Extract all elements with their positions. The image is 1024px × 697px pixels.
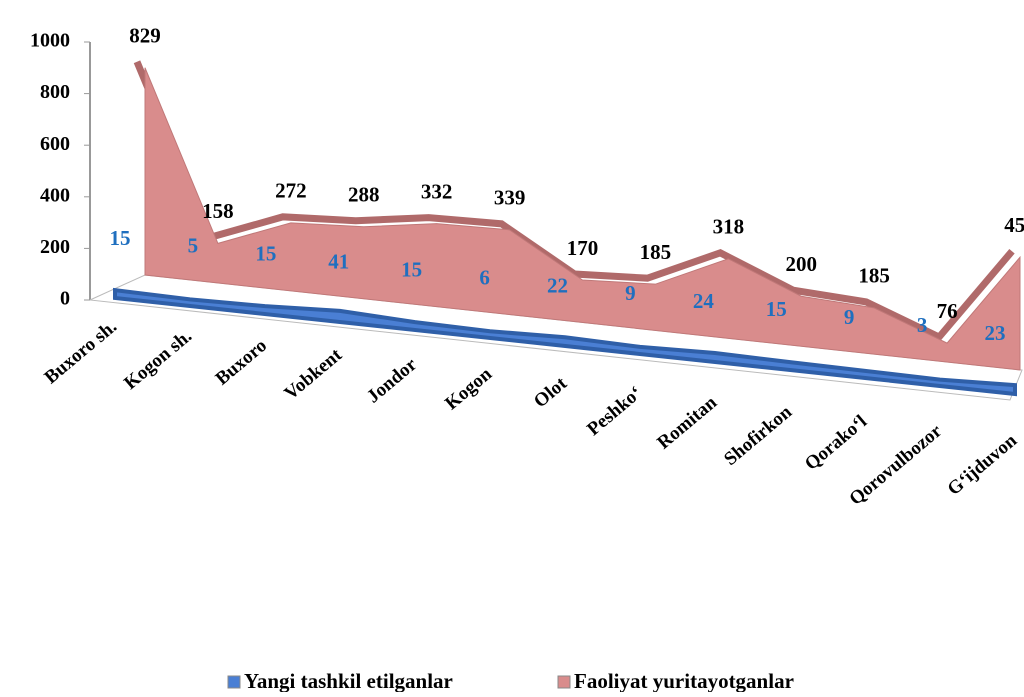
data-label: 158: [202, 199, 234, 223]
data-label: 200: [786, 252, 818, 276]
data-label: 318: [713, 215, 745, 239]
x-tick-label: G‘ijduvon: [944, 430, 1022, 500]
data-label: 339: [494, 186, 526, 210]
legend-swatch: [557, 675, 571, 689]
data-label: 9: [625, 281, 636, 305]
data-label: 185: [858, 264, 890, 288]
area: [144, 67, 1021, 371]
y-tick-label: 1000: [30, 30, 70, 52]
data-label: 3: [917, 313, 928, 337]
x-tick-label: Buxoro sh.: [41, 316, 121, 388]
data-label: 288: [348, 183, 380, 207]
data-label: 15: [401, 257, 422, 281]
x-tick-label: Buxoro: [212, 335, 271, 390]
y-tick-label: 400: [40, 184, 70, 206]
x-tick-label: Vobkent: [280, 344, 346, 404]
data-label: 185: [640, 240, 672, 264]
x-tick-label: Olot: [530, 373, 572, 413]
legend-label: Faoliyat yuritayotganlar: [574, 669, 794, 692]
data-label: 76: [937, 299, 958, 323]
legend-label: Yangi tashkil etilganlar: [244, 669, 453, 692]
data-label: 15: [766, 297, 787, 321]
y-tick-label: 200: [40, 236, 70, 258]
x-tick-label: Shofirkon: [720, 401, 796, 470]
y-tick-label: 800: [40, 81, 70, 103]
data-label: 9: [844, 305, 855, 329]
data-label: 332: [421, 179, 453, 203]
data-label: 829: [129, 24, 161, 48]
x-tick-label: Peshko‘: [583, 383, 646, 440]
x-tick-label: Qorako‘l: [801, 411, 871, 475]
data-label: 451: [1004, 213, 1024, 237]
x-tick-label: Kogon: [441, 363, 496, 414]
x-tick-label: Jondor: [363, 354, 421, 408]
x-tick-label: Romitan: [653, 392, 721, 454]
floor: [88, 274, 1023, 401]
data-label: 170: [567, 236, 599, 260]
legend-swatch: [227, 675, 241, 689]
data-label: 272: [275, 179, 307, 203]
y-tick-label: 0: [60, 288, 70, 310]
data-label: 24: [693, 289, 715, 313]
data-label: 5: [188, 234, 199, 258]
data-label: 22: [547, 273, 568, 297]
data-label: 6: [479, 265, 490, 289]
data-label: 15: [110, 226, 131, 250]
data-label: 23: [985, 321, 1006, 345]
area: [113, 287, 1017, 397]
x-tick-label: Kogon sh.: [120, 326, 196, 394]
data-label: 41: [328, 250, 349, 274]
y-tick-label: 600: [40, 133, 70, 155]
data-label: 15: [255, 242, 276, 266]
